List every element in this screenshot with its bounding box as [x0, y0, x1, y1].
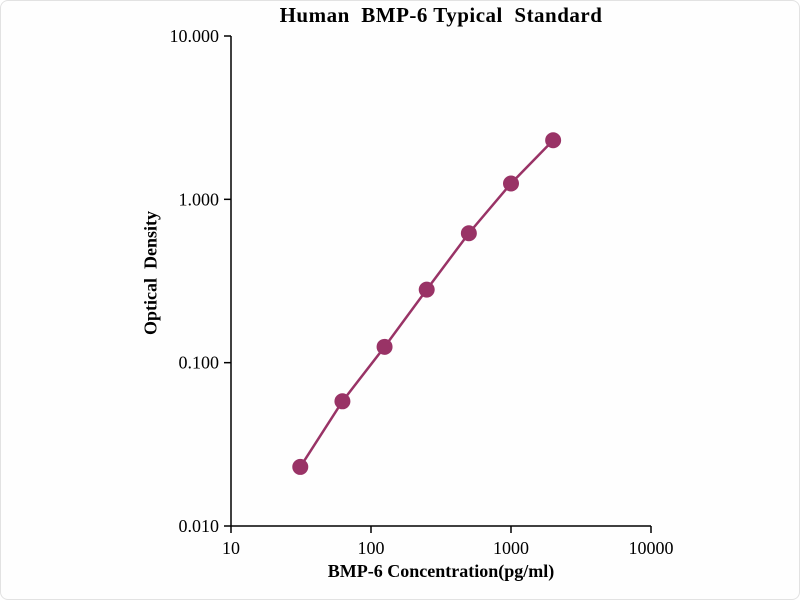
x-tick-label: 1000 [493, 538, 529, 558]
y-tick-label: 0.010 [179, 516, 220, 536]
data-point-marker [376, 338, 393, 355]
x-tick-label: 10000 [629, 538, 674, 558]
data-point-marker [460, 225, 477, 242]
chart-title: Human BMP-6 Typical Standard [279, 3, 603, 27]
y-tick-label: 10.000 [170, 26, 220, 46]
x-axis-label: BMP-6 Concentration(pg/ml) [327, 561, 555, 581]
data-point-marker [503, 175, 519, 192]
y-tick-label: 1.000 [179, 189, 220, 209]
data-point-marker [334, 393, 351, 410]
data-point-marker [418, 281, 435, 298]
y-tick-label: 0.100 [179, 353, 220, 373]
x-tick-label: 100 [358, 538, 385, 558]
x-tick-label: 10 [222, 538, 240, 558]
data-point-marker [545, 132, 562, 149]
data-point-marker [292, 458, 309, 475]
